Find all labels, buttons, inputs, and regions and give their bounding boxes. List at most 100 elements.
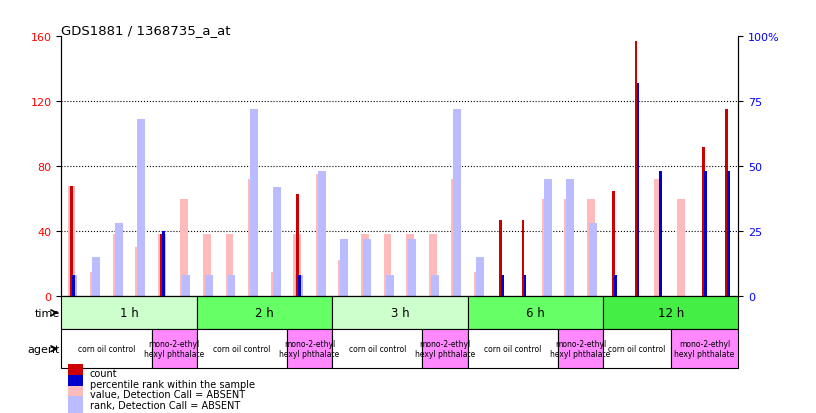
- Bar: [406, 235, 414, 296]
- Bar: [363, 239, 371, 296]
- Bar: [180, 199, 188, 296]
- Bar: [298, 275, 300, 296]
- Bar: [197, 330, 287, 368]
- Bar: [499, 220, 502, 296]
- Bar: [248, 180, 256, 296]
- Bar: [476, 257, 484, 296]
- Bar: [501, 275, 503, 296]
- Text: 2 h: 2 h: [255, 306, 273, 320]
- Text: value, Detection Call = ABSENT: value, Detection Call = ABSENT: [90, 389, 245, 399]
- Bar: [332, 296, 468, 330]
- Bar: [203, 235, 211, 296]
- Bar: [468, 296, 603, 330]
- Bar: [135, 248, 143, 296]
- Bar: [468, 330, 558, 368]
- Bar: [92, 257, 100, 296]
- Bar: [332, 330, 423, 368]
- Bar: [636, 84, 639, 296]
- Bar: [543, 180, 552, 296]
- Bar: [704, 172, 707, 296]
- Bar: [157, 235, 166, 296]
- Text: rank, Detection Call = ABSENT: rank, Detection Call = ABSENT: [90, 400, 240, 410]
- Text: corn oil control: corn oil control: [484, 344, 541, 354]
- Bar: [603, 330, 671, 368]
- Bar: [703, 147, 705, 296]
- Bar: [635, 42, 637, 296]
- Bar: [68, 375, 83, 392]
- Text: corn oil control: corn oil control: [78, 344, 135, 354]
- Bar: [295, 275, 304, 296]
- Bar: [451, 180, 459, 296]
- Bar: [725, 110, 728, 296]
- Text: 12 h: 12 h: [658, 306, 684, 320]
- Bar: [68, 396, 83, 413]
- Bar: [162, 232, 165, 296]
- Text: mono-2-ethyl
hexyl phthalate: mono-2-ethyl hexyl phthalate: [144, 339, 204, 358]
- Bar: [287, 330, 332, 368]
- Bar: [589, 224, 596, 296]
- Bar: [677, 199, 685, 296]
- Bar: [423, 330, 468, 368]
- Text: corn oil control: corn oil control: [348, 344, 406, 354]
- Bar: [152, 330, 197, 368]
- Bar: [70, 186, 73, 296]
- Bar: [228, 275, 236, 296]
- Text: percentile rank within the sample: percentile rank within the sample: [90, 379, 255, 389]
- Bar: [659, 172, 662, 296]
- Bar: [727, 172, 730, 296]
- Bar: [384, 235, 392, 296]
- Bar: [603, 296, 738, 330]
- Bar: [61, 296, 197, 330]
- Bar: [115, 224, 122, 296]
- Bar: [271, 272, 278, 296]
- Bar: [69, 275, 78, 296]
- Text: agent: agent: [28, 344, 60, 354]
- Bar: [454, 110, 461, 296]
- Bar: [225, 235, 233, 296]
- Bar: [654, 180, 663, 296]
- Bar: [542, 199, 549, 296]
- Bar: [386, 275, 393, 296]
- Bar: [521, 220, 525, 296]
- Bar: [318, 172, 326, 296]
- Text: mono-2-ethyl
hexyl phthalate: mono-2-ethyl hexyl phthalate: [279, 339, 339, 358]
- Text: count: count: [90, 368, 118, 378]
- Bar: [316, 175, 324, 296]
- Bar: [431, 275, 439, 296]
- Bar: [137, 120, 145, 296]
- Bar: [564, 199, 572, 296]
- Bar: [197, 296, 332, 330]
- Bar: [558, 330, 603, 368]
- Bar: [671, 330, 738, 368]
- Bar: [68, 365, 83, 382]
- Bar: [72, 275, 75, 296]
- Bar: [524, 275, 526, 296]
- Bar: [296, 194, 299, 296]
- Bar: [251, 110, 258, 296]
- Text: time: time: [35, 308, 60, 318]
- Text: 1 h: 1 h: [120, 306, 138, 320]
- Text: mono-2-ethyl
hexyl phthalate: mono-2-ethyl hexyl phthalate: [415, 339, 475, 358]
- Text: GDS1881 / 1368735_a_at: GDS1881 / 1368735_a_at: [61, 24, 231, 37]
- Bar: [566, 180, 574, 296]
- Bar: [61, 330, 152, 368]
- Bar: [474, 272, 481, 296]
- Text: corn oil control: corn oil control: [608, 344, 666, 354]
- Bar: [293, 235, 301, 296]
- Bar: [614, 275, 617, 296]
- Bar: [183, 275, 190, 296]
- Bar: [161, 235, 163, 296]
- Bar: [205, 275, 213, 296]
- Bar: [428, 235, 437, 296]
- Bar: [587, 199, 595, 296]
- Text: 6 h: 6 h: [526, 306, 544, 320]
- Text: 3 h: 3 h: [391, 306, 409, 320]
- Bar: [273, 188, 281, 296]
- Bar: [340, 239, 348, 296]
- Text: corn oil control: corn oil control: [213, 344, 270, 354]
- Bar: [339, 261, 346, 296]
- Bar: [113, 235, 121, 296]
- Bar: [612, 191, 614, 296]
- Bar: [361, 235, 369, 296]
- Bar: [68, 386, 83, 403]
